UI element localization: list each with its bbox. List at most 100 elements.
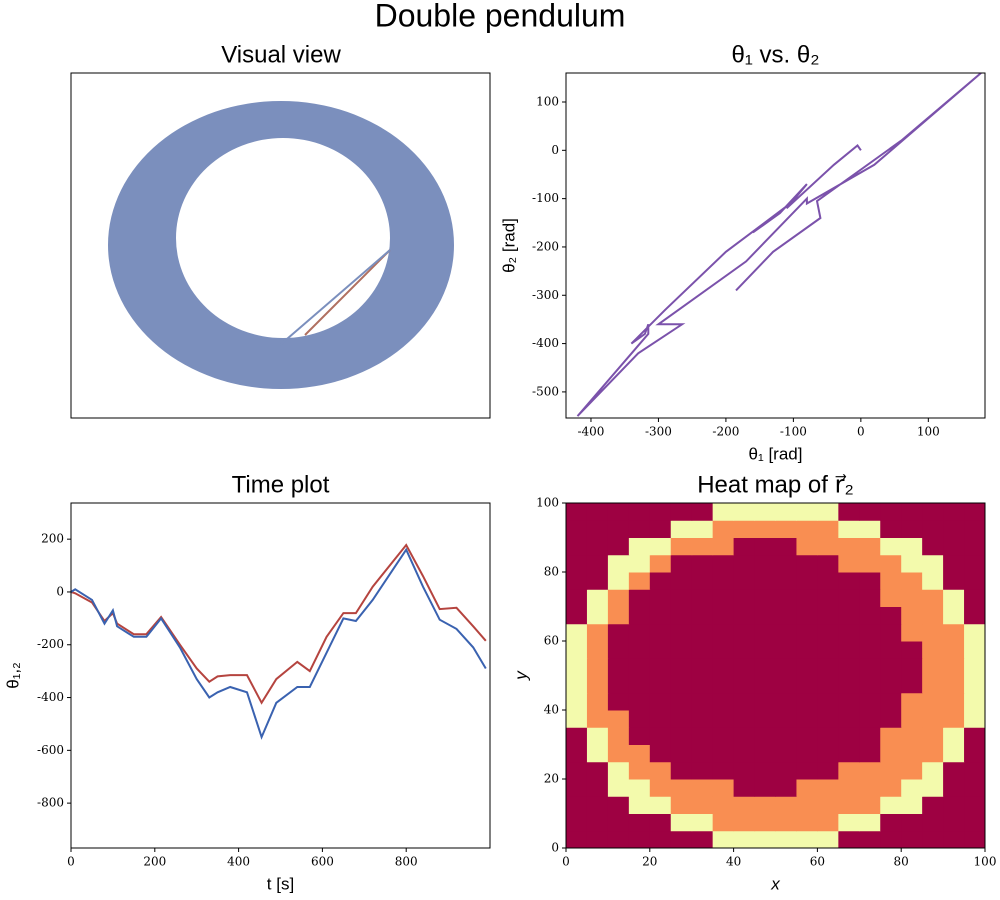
axes-frame [565, 72, 986, 419]
heat-cell [901, 761, 923, 780]
heat-cell [607, 658, 630, 676]
heat-cell [628, 830, 651, 849]
heat-cell [628, 503, 651, 521]
heat-cell [586, 761, 609, 780]
heat-cell [838, 606, 860, 625]
heat-cell [733, 537, 756, 556]
heat-cell [733, 658, 756, 676]
heat-cell [607, 589, 630, 607]
heat-cell [607, 675, 630, 694]
heat-cell [754, 658, 776, 676]
heat-cell [733, 710, 756, 728]
heat-cell [566, 727, 588, 745]
heat-cell [712, 589, 735, 607]
heat-cell [586, 503, 609, 521]
heat-cell [670, 692, 693, 711]
heat-cell [964, 761, 986, 780]
heat-cell [901, 658, 923, 676]
heat-cell [775, 813, 797, 832]
heat-cell [922, 641, 944, 659]
heat-cell [670, 727, 693, 745]
heat-cell [691, 589, 714, 607]
heat-cell [964, 623, 986, 642]
heat-cell [964, 675, 986, 694]
heat-cell [838, 623, 860, 642]
heat-cell [754, 520, 776, 538]
heat-cell [628, 779, 651, 797]
heat-cell [754, 744, 776, 763]
pendulum-rod [279, 249, 391, 346]
heat-cell [628, 520, 651, 538]
x-tick-label: 0 [67, 855, 75, 869]
heat-cell [901, 503, 923, 521]
heat-cell [691, 675, 714, 694]
y-axis-label: θ₁,₂ [3, 662, 22, 689]
y-tick-label: -400 [532, 336, 559, 350]
heat-cell [901, 744, 923, 763]
heat-cell [943, 520, 965, 538]
heat-cell [901, 710, 923, 728]
heat-cell [775, 796, 797, 814]
heat-cell [649, 641, 672, 659]
heat-cell [566, 572, 588, 590]
x-tick-label: -400 [577, 425, 604, 439]
heat-cell [943, 796, 965, 814]
heat-cell [922, 589, 944, 607]
heat-cell [754, 710, 776, 728]
heat-cell [586, 520, 609, 538]
line-series [576, 73, 982, 417]
heat-cell [964, 727, 986, 745]
heat-cell [607, 796, 630, 814]
heat-cell [712, 675, 735, 694]
y-tick-label: 0 [56, 584, 64, 598]
heat-cell [943, 606, 965, 625]
heat-cell [586, 554, 609, 573]
heat-cell [964, 641, 986, 659]
heat-cell [964, 796, 986, 814]
heat-cell [586, 692, 609, 711]
heat-cell [880, 830, 902, 849]
heat-cell [901, 520, 923, 538]
heat-cell [943, 813, 965, 832]
heat-cell [733, 727, 756, 745]
heat-cell [838, 830, 860, 849]
heat-cell [607, 813, 630, 832]
heat-cell [859, 554, 881, 573]
heat-cell [691, 761, 714, 780]
heat-cell [754, 537, 776, 556]
x-tick-label: 100 [974, 855, 997, 869]
heat-cell [817, 503, 839, 521]
heat-cell [775, 537, 797, 556]
heat-cell [649, 744, 672, 763]
heat-cell [607, 606, 630, 625]
heat-cell [838, 744, 860, 763]
heat-cell [775, 641, 797, 659]
heat-cell [922, 675, 944, 694]
x-axis-label: θ₁ [rad] [749, 444, 803, 463]
heat-cell [754, 779, 776, 797]
heat-cell [586, 830, 609, 849]
heat-cell [859, 744, 881, 763]
heat-cell [733, 761, 756, 780]
heat-cell [964, 692, 986, 711]
heat-cell [817, 796, 839, 814]
heat-cell [775, 830, 797, 849]
heat-cell [649, 623, 672, 642]
y-tick-label: -200 [532, 239, 559, 253]
heat-cell [586, 710, 609, 728]
heat-cell [796, 779, 818, 797]
heat-cell [859, 727, 881, 745]
heat-cell [566, 589, 588, 607]
heat-cell [566, 520, 588, 538]
heat-cell [566, 692, 588, 711]
heat-cell [670, 830, 693, 849]
heat-cell [566, 830, 588, 849]
heat-cell [838, 692, 860, 711]
heat-cell [607, 761, 630, 780]
heat-cell [670, 658, 693, 676]
heat-cell [649, 779, 672, 797]
y-tick-label: 20 [544, 772, 559, 786]
heat-cell [943, 692, 965, 711]
heat-cell [922, 692, 944, 711]
y-tick-label: 100 [536, 94, 559, 108]
